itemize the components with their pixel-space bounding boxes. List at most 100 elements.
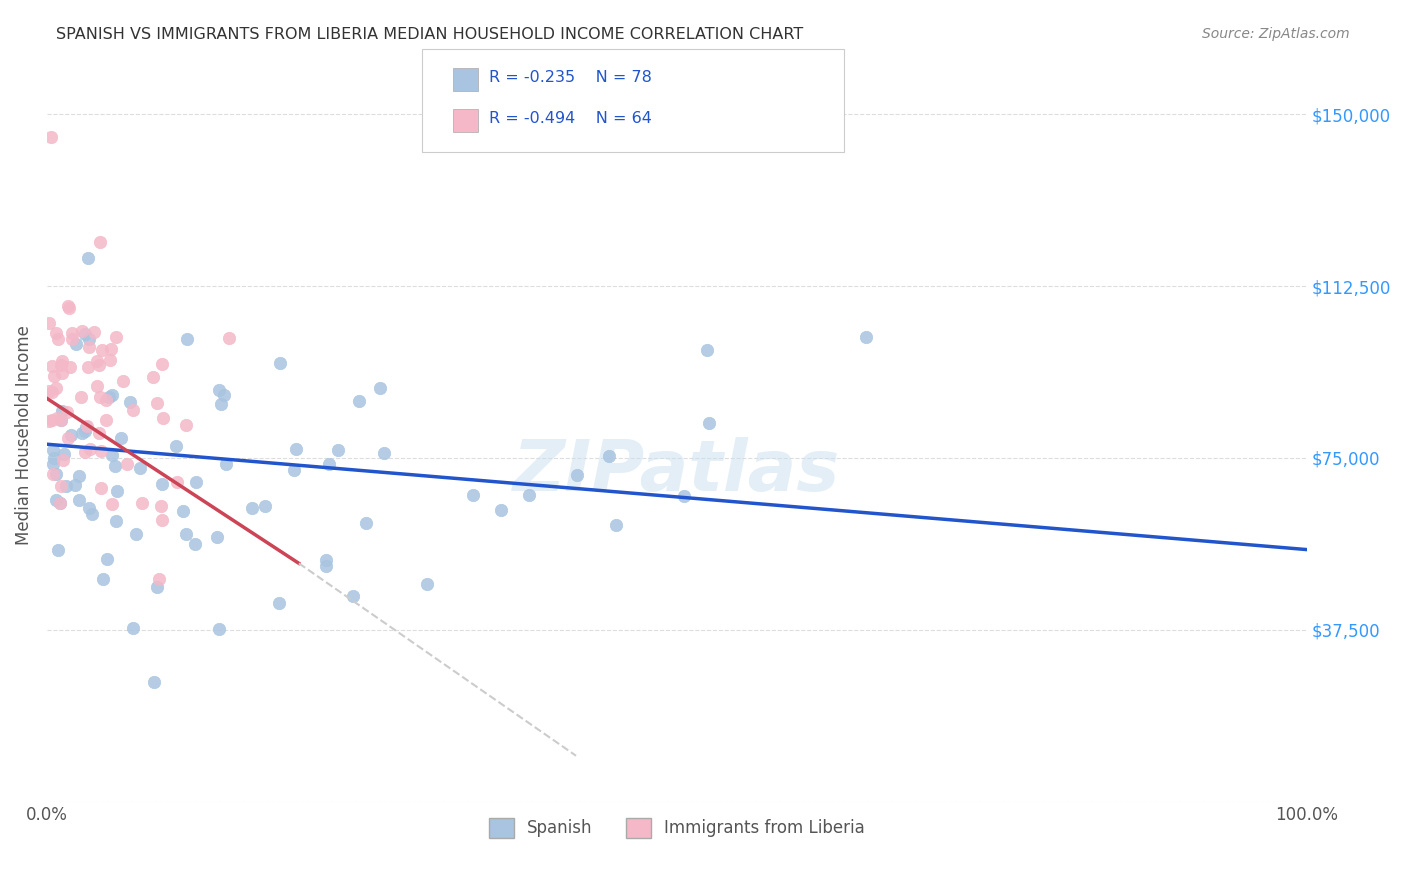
Point (90, 481, 112, 495)
Point (45, 467, 67, 482)
Point (89, 390, 111, 404)
Point (60, 332, 83, 346)
Point (59, 359, 82, 374)
Point (60, 428, 83, 442)
Point (269, 356, 291, 370)
Text: SPANISH VS IMMIGRANTS FROM LIBERIA MEDIAN HOUSEHOLD INCOME CORRELATION CHART: SPANISH VS IMMIGRANTS FROM LIBERIA MEDIA… (56, 27, 803, 42)
Point (51, 367, 73, 381)
Point (115, 457, 138, 471)
Point (101, 497, 124, 511)
Point (94, 413, 117, 427)
Point (166, 475, 188, 490)
Point (598, 450, 620, 464)
Point (165, 439, 187, 453)
Point (101, 388, 124, 402)
Point (38, 384, 60, 398)
Text: Source: ZipAtlas.com: Source: ZipAtlas.com (1202, 27, 1350, 41)
Point (461, 488, 484, 502)
Point (70, 390, 93, 404)
Point (697, 417, 720, 431)
Point (45, 493, 67, 508)
Point (186, 475, 208, 490)
Point (150, 499, 173, 513)
Point (489, 503, 512, 517)
Point (96, 392, 118, 407)
Point (150, 357, 173, 371)
Point (174, 417, 197, 432)
Point (51, 354, 73, 368)
Point (517, 488, 540, 502)
Point (128, 460, 150, 475)
Point (67, 492, 90, 507)
Text: R = -0.235    N = 78: R = -0.235 N = 78 (489, 70, 652, 85)
Point (73, 424, 96, 438)
Point (124, 526, 146, 541)
Point (215, 457, 238, 471)
Point (76, 359, 98, 374)
Point (283, 463, 305, 477)
Point (48, 496, 70, 510)
Point (110, 432, 132, 446)
Point (60, 326, 83, 341)
Text: R = -0.494    N = 64: R = -0.494 N = 64 (489, 112, 652, 126)
Point (70, 324, 93, 338)
Point (55, 479, 77, 493)
Point (373, 445, 395, 459)
Point (41, 359, 63, 373)
Point (142, 674, 165, 689)
Point (87, 358, 110, 372)
Point (208, 622, 231, 636)
Point (67, 468, 90, 483)
Point (100, 342, 122, 356)
Point (98, 353, 121, 368)
Point (44, 369, 66, 384)
Point (212, 388, 235, 402)
Point (150, 513, 173, 527)
Point (150, 477, 173, 491)
Point (105, 330, 128, 344)
Point (51, 403, 73, 417)
Point (49, 413, 72, 427)
Point (56, 299, 79, 313)
Point (89, 235, 111, 249)
Point (240, 500, 263, 515)
Point (120, 395, 142, 409)
Point (96, 551, 118, 566)
Point (45, 326, 67, 340)
Point (42, 450, 65, 465)
Point (56, 431, 79, 445)
Point (83, 325, 105, 339)
Point (145, 580, 167, 594)
Point (80, 508, 103, 522)
Point (318, 457, 340, 471)
Point (672, 489, 695, 503)
Point (38, 316, 60, 330)
Point (205, 530, 228, 544)
Point (416, 577, 439, 591)
Point (79, 442, 101, 457)
Point (172, 503, 194, 517)
Point (45, 381, 67, 395)
Point (77, 332, 100, 346)
Point (65, 477, 87, 491)
Point (76, 418, 98, 433)
Point (326, 442, 349, 457)
Point (77, 251, 100, 265)
Point (98, 390, 121, 404)
Point (42, 467, 65, 482)
Point (284, 442, 307, 456)
Point (86, 354, 108, 368)
Point (46, 543, 69, 558)
Point (86, 379, 108, 393)
Point (315, 558, 337, 573)
Point (77, 500, 100, 515)
Point (77, 340, 100, 354)
Point (75, 326, 97, 341)
Legend: Spanish, Immigrants from Liberia: Spanish, Immigrants from Liberia (482, 811, 872, 845)
Point (121, 403, 143, 417)
Point (122, 621, 145, 635)
Point (51, 413, 73, 427)
Point (89, 426, 111, 441)
Point (41, 413, 63, 427)
Point (152, 410, 174, 425)
